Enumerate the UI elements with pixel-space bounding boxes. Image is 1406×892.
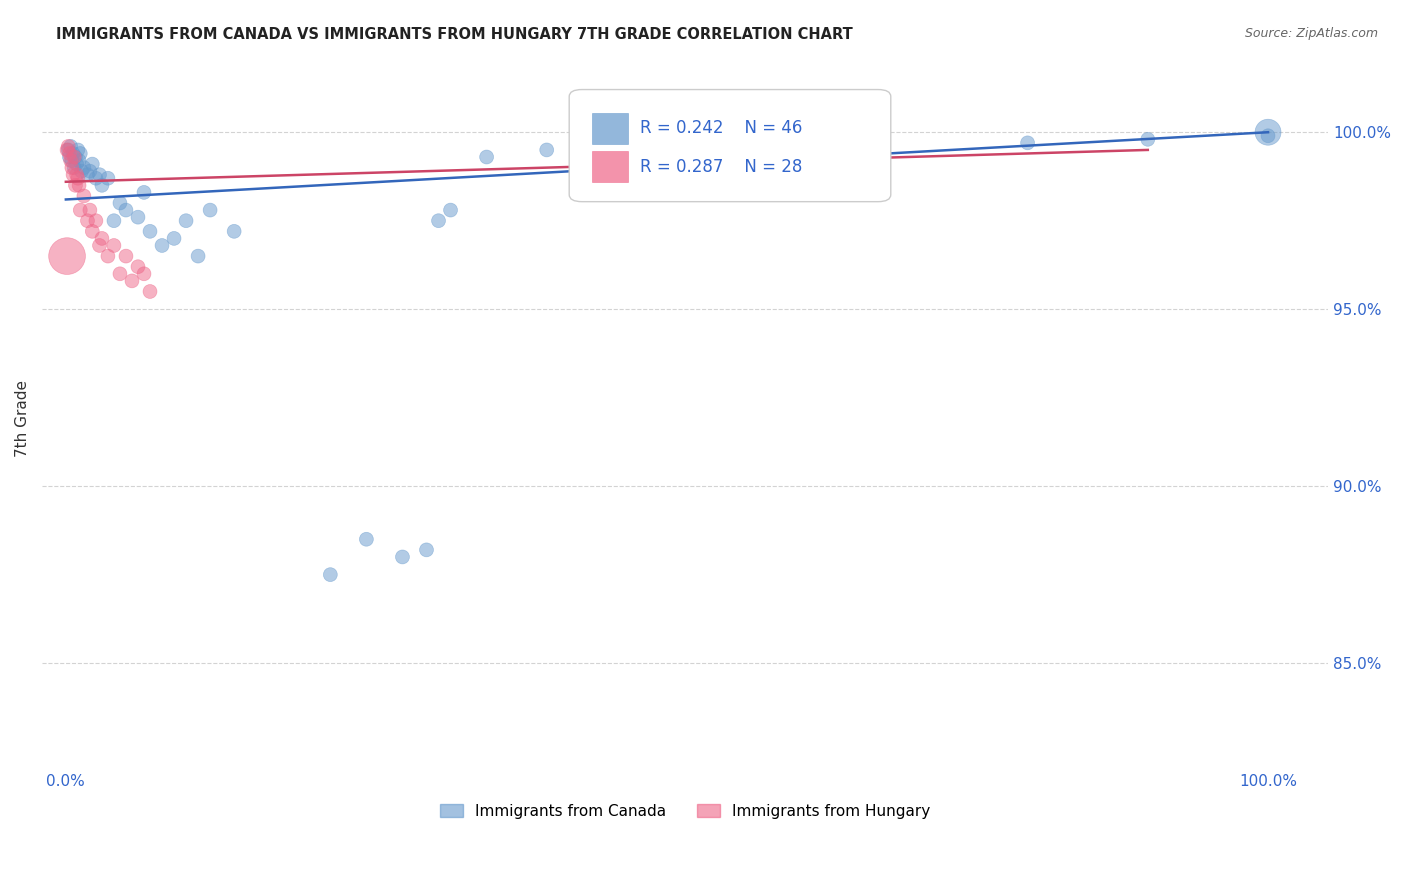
Point: [67, 153, 90, 168]
Point: [65, 178, 87, 193]
Point: [69, 146, 91, 161]
Point: [121, 274, 143, 288]
Point: [103, 238, 125, 252]
Point: [198, 203, 221, 218]
Point: [1017, 136, 1039, 150]
Point: [90, 178, 112, 193]
Point: [97, 249, 120, 263]
Point: [415, 542, 437, 557]
Point: [63, 150, 86, 164]
Point: [82, 157, 104, 171]
Point: [76, 213, 98, 227]
Point: [59, 139, 82, 153]
Point: [427, 213, 450, 227]
Text: Source: ZipAtlas.com: Source: ZipAtlas.com: [1244, 27, 1378, 40]
Point: [79, 203, 101, 218]
Point: [79, 164, 101, 178]
Point: [150, 238, 173, 252]
Text: R = 0.242    N = 46: R = 0.242 N = 46: [640, 120, 803, 137]
Point: [655, 143, 678, 157]
Legend: Immigrants from Canada, Immigrants from Hungary: Immigrants from Canada, Immigrants from …: [434, 797, 936, 825]
Point: [115, 249, 138, 263]
Point: [59, 153, 82, 168]
Y-axis label: 7th Grade: 7th Grade: [15, 380, 30, 458]
FancyBboxPatch shape: [592, 151, 628, 182]
Point: [56, 249, 79, 263]
Point: [82, 224, 104, 238]
Point: [97, 171, 120, 186]
Point: [58, 143, 80, 157]
Point: [66, 168, 89, 182]
Point: [58, 139, 80, 153]
Point: [58, 146, 80, 161]
Point: [475, 150, 498, 164]
Point: [70, 164, 93, 178]
Point: [536, 143, 558, 157]
Point: [66, 171, 89, 186]
Point: [391, 549, 413, 564]
Point: [127, 260, 149, 274]
Point: [56, 143, 79, 157]
Point: [139, 285, 162, 299]
Point: [163, 231, 186, 245]
Point: [73, 189, 96, 203]
Point: [115, 203, 138, 218]
Text: IMMIGRANTS FROM CANADA VS IMMIGRANTS FROM HUNGARY 7TH GRADE CORRELATION CHART: IMMIGRANTS FROM CANADA VS IMMIGRANTS FRO…: [56, 27, 853, 42]
Point: [65, 150, 87, 164]
Text: R = 0.287    N = 28: R = 0.287 N = 28: [640, 158, 803, 176]
Point: [90, 231, 112, 245]
Point: [66, 157, 89, 171]
Point: [1257, 125, 1279, 139]
Point: [187, 249, 209, 263]
Point: [62, 168, 84, 182]
Point: [439, 203, 461, 218]
FancyBboxPatch shape: [569, 89, 891, 202]
Point: [58, 150, 80, 164]
Point: [174, 213, 197, 227]
Point: [108, 196, 131, 211]
Point: [84, 171, 107, 186]
Point: [69, 203, 91, 218]
Point: [89, 168, 111, 182]
Point: [60, 161, 83, 175]
Point: [127, 210, 149, 224]
Point: [319, 567, 342, 582]
Point: [89, 238, 111, 252]
Point: [66, 143, 89, 157]
FancyBboxPatch shape: [592, 112, 628, 145]
Point: [62, 146, 84, 161]
Point: [139, 224, 162, 238]
Point: [67, 178, 90, 193]
Point: [73, 161, 96, 175]
Point: [132, 267, 155, 281]
Point: [356, 533, 378, 547]
Point: [776, 139, 799, 153]
Point: [63, 161, 86, 175]
Point: [1257, 128, 1279, 143]
Point: [108, 267, 131, 281]
Point: [60, 153, 83, 168]
Point: [76, 168, 98, 182]
Point: [103, 213, 125, 227]
Point: [132, 186, 155, 200]
Point: [1136, 132, 1159, 146]
Point: [84, 213, 107, 227]
Point: [224, 224, 246, 238]
